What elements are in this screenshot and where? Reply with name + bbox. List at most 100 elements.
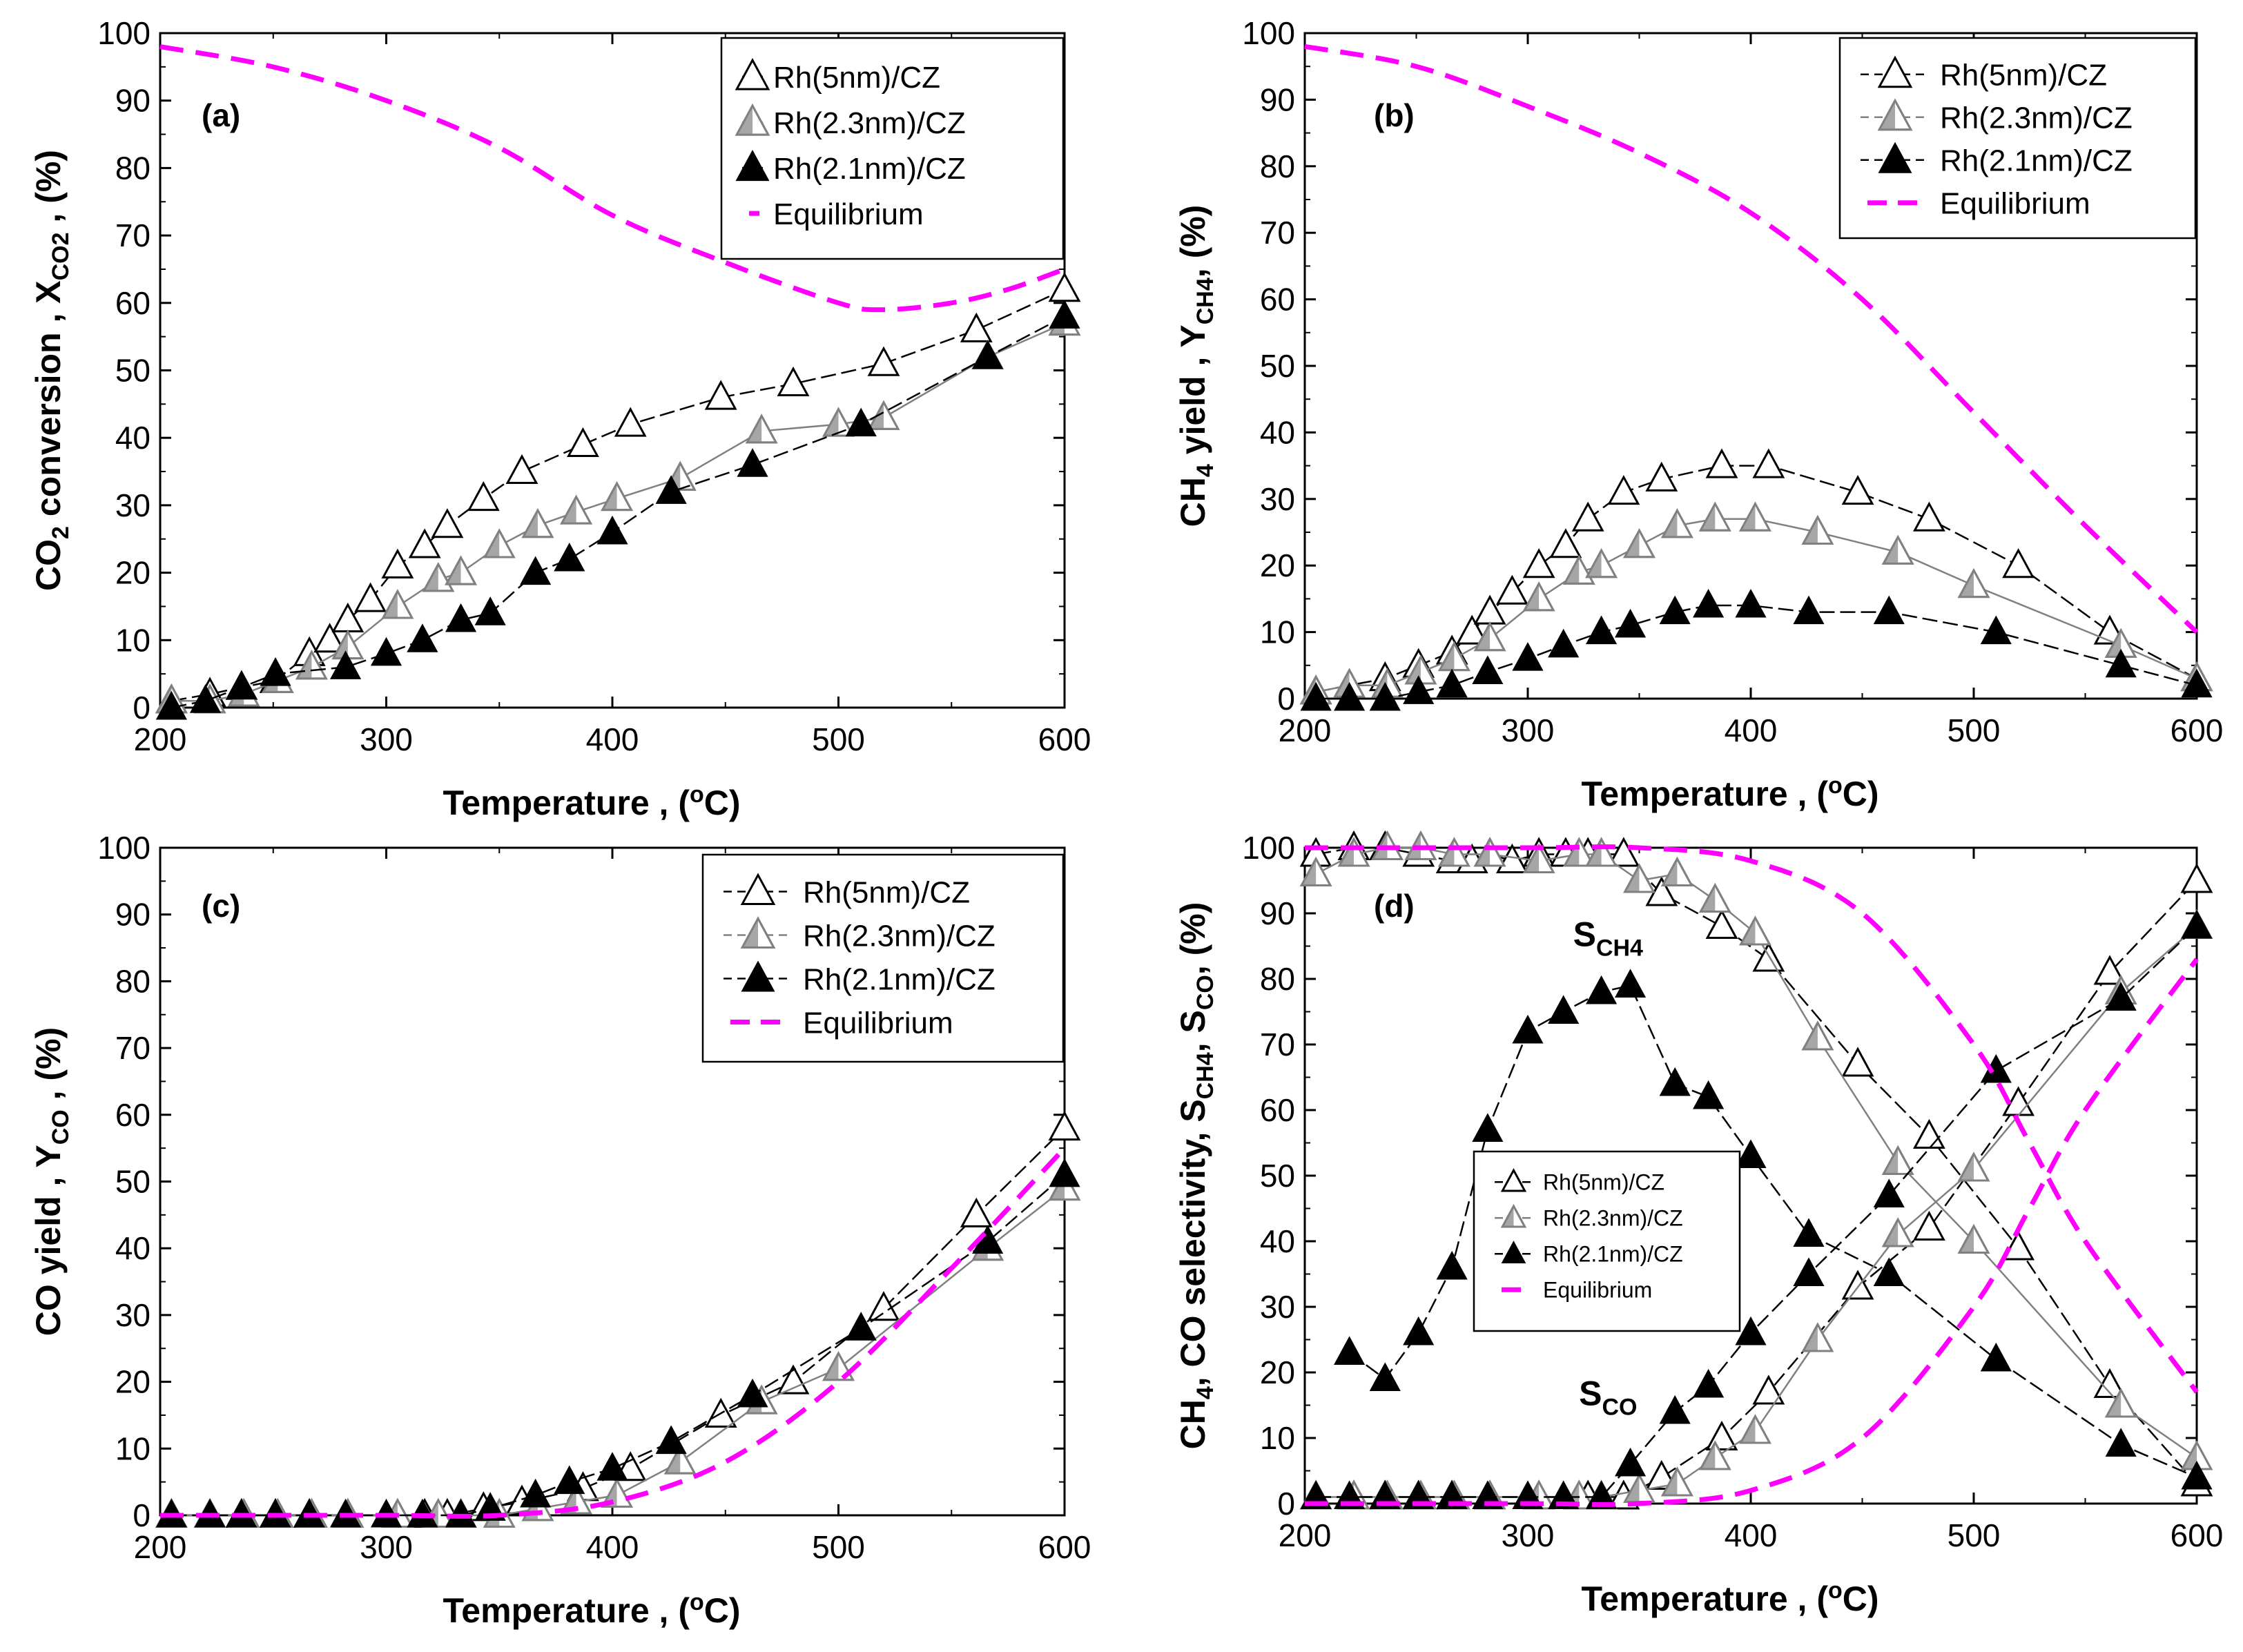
data-point — [737, 1378, 768, 1408]
x-tick-label: 300 — [1502, 1517, 1555, 1553]
series-rh-2-1nm-cz-s-ch4 — [1334, 969, 2213, 1490]
y-tick-label: 20 — [1260, 1354, 1295, 1390]
series-rh-2-1nm-cz — [1300, 588, 2213, 711]
legend-label: Rh(2.1nm)/CZ — [1543, 1242, 1683, 1267]
marker-outline — [295, 650, 328, 680]
x-axis-title-unit: C) — [704, 1591, 741, 1630]
legend: Rh(5nm)/CZ Rh(2.3nm)/CZ Rh(2.1nm)/CZ Equili… — [1473, 1150, 1741, 1332]
legend-entry: Rh(2.1nm)/CZ — [1495, 1241, 1683, 1267]
series-rh-2-1nm-cz — [155, 1158, 1080, 1528]
y-tick-label: 80 — [115, 963, 150, 999]
y-axis-title-part: conversion , X — [29, 280, 68, 526]
data-point — [554, 542, 585, 572]
data-point — [1881, 1217, 1914, 1247]
y-tick-label: 20 — [115, 1364, 150, 1400]
data-point — [1586, 975, 1618, 1004]
x-tick-label: 500 — [1948, 712, 2001, 748]
data-point — [972, 340, 1004, 369]
data-point — [1873, 1257, 1905, 1286]
y-tick-label: 100 — [1242, 15, 1295, 51]
data-point — [1841, 475, 1874, 505]
y-tick-label: 30 — [1260, 481, 1295, 517]
y-tick-label: 60 — [1260, 282, 1295, 318]
data-point — [1881, 534, 1914, 565]
y-axis-title: CO2 conversion , XCO2 , (%) — [29, 150, 74, 591]
data-point — [1369, 1362, 1401, 1391]
data-point — [2105, 648, 2137, 678]
data-point — [1403, 1316, 1435, 1345]
x-tick-label: 500 — [812, 721, 865, 757]
legend-label: Rh(2.3nm)/CZ — [773, 106, 966, 140]
data-point — [601, 1477, 633, 1508]
y-tick-label: 0 — [1277, 1486, 1295, 1522]
data-point — [431, 508, 464, 538]
marker-outline — [1623, 863, 1655, 893]
marker-outline — [601, 480, 633, 512]
marker-outline — [1801, 514, 1834, 545]
x-tick-label: 300 — [360, 721, 413, 757]
x-axis-title-text: Temperature , ( — [443, 1591, 690, 1630]
degree-sign: o — [1828, 772, 1843, 799]
data-point — [520, 1478, 552, 1508]
x-tick-label: 600 — [2171, 1517, 2224, 1553]
y-axis-title-part: , (%) — [1174, 205, 1212, 278]
y-tick-label: 60 — [115, 285, 150, 321]
series-line — [1348, 984, 2197, 1479]
data-point — [1660, 1466, 1693, 1497]
x-tick-label: 200 — [1279, 712, 1332, 748]
data-point — [189, 684, 222, 713]
data-point — [381, 548, 414, 579]
panel-label: (a) — [202, 97, 240, 133]
y-tick-label: 50 — [1260, 348, 1295, 384]
data-point — [777, 366, 810, 397]
legend-entry: Rh(2.3nm)/CZ — [1861, 98, 2133, 135]
legend-label: Rh(2.1nm)/CZ — [773, 152, 966, 186]
x-tick-label: 500 — [812, 1529, 865, 1565]
data-point — [1659, 1395, 1691, 1424]
data-point — [1705, 908, 1738, 939]
data-point — [1048, 1110, 1081, 1141]
y-tick-label: 40 — [1260, 414, 1295, 450]
x-tick-label: 400 — [1725, 1517, 1778, 1553]
legend: Rh(5nm)/CZ Rh(2.3nm)/CZ Rh(2.1nm)/CZ Equili… — [1838, 37, 2197, 240]
legend-marker — [1877, 55, 1913, 88]
data-point — [1912, 1210, 1945, 1241]
chart-panel-c: 200 300 400 500 600 0 10 20 30 40 50 60 70 80 90 100 Tem… — [29, 830, 1091, 1630]
data-point — [2180, 863, 2213, 893]
marker-outline — [1522, 843, 1555, 873]
x-tick-label: 400 — [586, 1529, 639, 1565]
data-point — [1522, 843, 1555, 873]
data-point — [1586, 615, 1618, 645]
legend-entry: Rh(5nm)/CZ — [1861, 55, 2107, 93]
legend-label: Rh(5nm)/CZ — [803, 875, 970, 909]
marker-outline — [1562, 1479, 1595, 1510]
marker-outline — [1437, 837, 1470, 867]
legend: Rh(5nm)/CZ Rh(2.3nm)/CZ Rh(2.1nm)/CZ Equili… — [701, 853, 1065, 1063]
marker-outline — [1585, 548, 1618, 579]
y-axis-title-part: , S — [1174, 1010, 1212, 1052]
legend-marker — [735, 150, 770, 182]
x-tick-label: 500 — [1948, 1517, 2001, 1553]
y-tick-label: 70 — [115, 1030, 150, 1066]
data-point — [1403, 675, 1435, 704]
annotation-label: SCH4 — [1573, 915, 1643, 962]
y-axis-title: CO yield , YCO , (%) — [29, 1027, 74, 1336]
legend-label: Rh(2.1nm)/CZ — [1940, 144, 2133, 178]
data-point — [1659, 595, 1691, 625]
y-axis-title-part: CO yield , Y — [29, 1145, 68, 1336]
data-point — [1752, 1374, 1785, 1405]
data-point — [1873, 595, 1905, 625]
x-tick-label: 600 — [1038, 1529, 1091, 1565]
legend-marker — [1877, 98, 1913, 131]
y-axis-title-part: CO — [1192, 975, 1218, 1010]
legend-entry: Rh(2.1nm)/CZ — [1861, 142, 2133, 178]
data-point — [483, 528, 516, 558]
data-point — [2181, 909, 2213, 939]
data-point — [1623, 528, 1655, 558]
y-tick-label: 70 — [1260, 215, 1295, 251]
marker-outline — [1877, 98, 1913, 131]
data-point — [1369, 681, 1401, 711]
marker-outline — [1801, 1322, 1834, 1352]
marker-outline — [560, 494, 593, 525]
legend-label: Rh(5nm)/CZ — [1543, 1170, 1664, 1195]
